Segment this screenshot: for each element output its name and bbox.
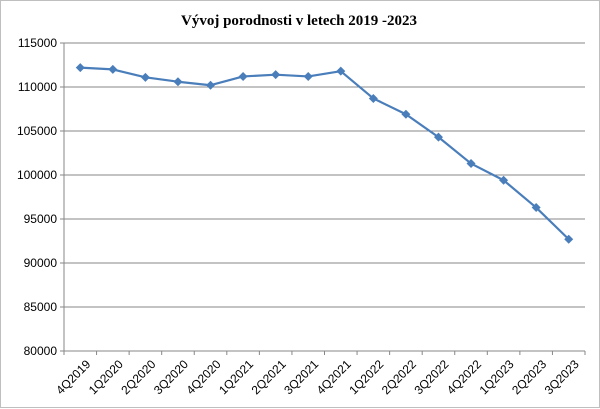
data-point bbox=[564, 234, 574, 244]
data-point bbox=[206, 80, 216, 90]
x-axis-ticks: 4Q20191Q20202Q20203Q20204Q20201Q20212Q20… bbox=[53, 351, 586, 397]
gridlines bbox=[60, 42, 585, 352]
y-tick-label: 115000 bbox=[18, 36, 57, 50]
y-tick-label: 95000 bbox=[24, 212, 58, 226]
x-tick-label: 4Q2022 bbox=[444, 357, 484, 397]
x-tick-label: 3Q2021 bbox=[281, 357, 321, 397]
series-layer bbox=[75, 63, 574, 244]
x-tick-label: 4Q2020 bbox=[183, 357, 223, 397]
x-tick-label: 4Q2021 bbox=[314, 357, 354, 397]
x-tick-label: 3Q2020 bbox=[151, 357, 191, 397]
data-point bbox=[531, 203, 541, 213]
y-tick-label: 110000 bbox=[18, 80, 57, 94]
x-tick-label: 2Q2021 bbox=[249, 357, 289, 397]
x-tick-label: 2Q2022 bbox=[379, 357, 419, 397]
data-point bbox=[108, 64, 118, 74]
x-tick-label: 1Q2023 bbox=[477, 357, 517, 397]
data-point bbox=[140, 72, 150, 82]
data-point bbox=[271, 70, 281, 80]
data-point bbox=[336, 66, 346, 76]
y-tick-label: 85000 bbox=[24, 300, 58, 314]
data-point bbox=[238, 71, 248, 81]
data-point bbox=[368, 93, 378, 103]
y-tick-label: 100000 bbox=[17, 168, 57, 182]
data-point bbox=[173, 77, 183, 87]
y-tick-label: 105000 bbox=[17, 124, 57, 138]
x-tick-label: 4Q2019 bbox=[53, 357, 93, 397]
data-point bbox=[75, 63, 85, 73]
x-tick-label: 3Q2022 bbox=[411, 357, 451, 397]
data-point bbox=[303, 71, 313, 81]
x-tick-label: 1Q2022 bbox=[346, 357, 386, 397]
x-tick-label: 1Q2020 bbox=[86, 357, 126, 397]
data-point bbox=[433, 132, 443, 142]
y-axis-ticks: 80000 85000 90000 95000 100000 105000 110000 11… bbox=[17, 36, 57, 358]
data-point bbox=[499, 175, 509, 185]
x-tick-label: 3Q2023 bbox=[542, 357, 582, 397]
x-tick-label: 2Q2023 bbox=[509, 357, 549, 397]
series-line bbox=[80, 66, 570, 241]
chart-title: Vývoj porodnosti v letech 2019 -2023 bbox=[181, 13, 417, 29]
data-point bbox=[466, 159, 476, 169]
x-tick-label: 2Q2020 bbox=[118, 357, 158, 397]
data-point bbox=[401, 109, 411, 119]
x-tick-label: 1Q2021 bbox=[216, 357, 256, 397]
y-tick-label: 80000 bbox=[24, 344, 58, 358]
y-tick-label: 90000 bbox=[24, 256, 58, 270]
